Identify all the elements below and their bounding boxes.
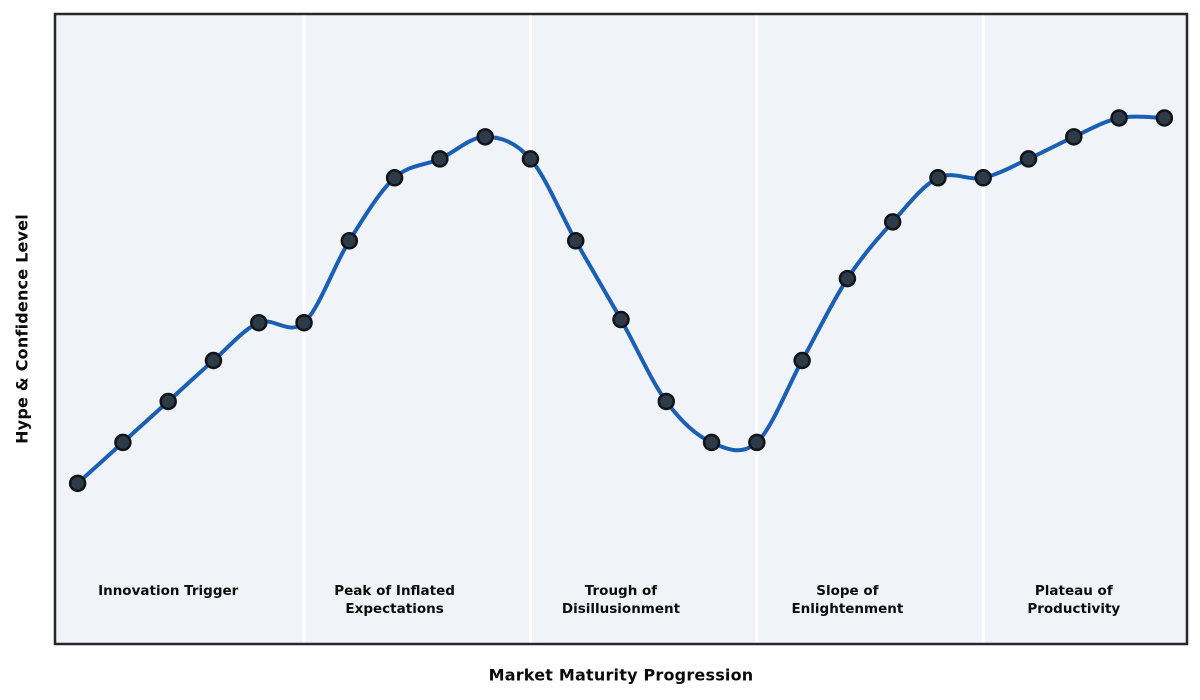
data-point-11 [521,150,540,168]
data-point-6 [295,313,313,332]
data-point-17 [793,351,811,370]
x-axis-label: Market Maturity Progression [488,665,754,685]
phase-label-trough-of-disillusionment: Trough of Disillusionment [561,583,681,617]
phase-label-peak-of-inflated-expectations: Peak of Inflated Expectations [334,583,455,617]
data-point-1 [68,474,87,493]
y-axis-label: Hype & Confidence Level [12,214,32,444]
data-point-9 [431,150,449,168]
data-point-25 [1155,109,1174,127]
phase-label-slope-of-enlightenment: Slope of Enlightenment [791,583,904,617]
data-point-23 [1065,128,1083,146]
data-point-20 [929,169,947,187]
data-point-10 [476,128,494,146]
data-point-21 [974,169,992,187]
phase-label-plateau-of-productivity: Plateau of Productivity [1027,583,1121,617]
data-point-13 [612,310,630,329]
data-point-16 [748,433,766,452]
data-point-3 [159,392,177,411]
data-point-19 [883,213,902,231]
plot-background [55,14,1187,644]
data-point-12 [566,232,585,250]
data-point-14 [657,392,676,411]
data-point-4 [204,351,223,370]
data-point-5 [250,313,268,332]
data-point-22 [1019,150,1038,168]
data-point-2 [114,433,132,452]
data-point-18 [838,269,857,288]
data-point-8 [385,169,404,187]
data-point-7 [340,232,359,250]
phase-label-innovation-trigger: Innovation Trigger [98,583,239,599]
plot-border [53,12,1189,646]
data-point-24 [1110,109,1128,127]
data-point-15 [702,433,721,452]
